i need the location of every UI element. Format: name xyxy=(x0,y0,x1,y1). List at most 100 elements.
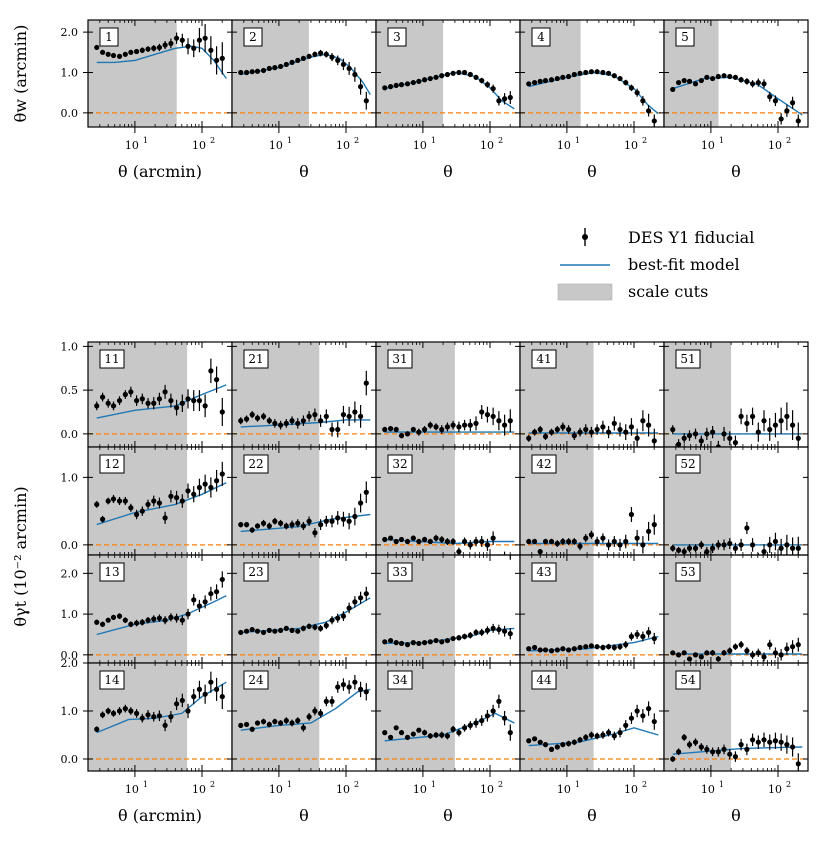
data-point xyxy=(363,98,369,104)
data-point xyxy=(640,542,646,548)
data-point xyxy=(565,426,572,433)
data-point xyxy=(439,732,445,738)
panel-label-box xyxy=(387,27,407,47)
data-point xyxy=(116,398,123,404)
data-point xyxy=(473,74,479,80)
data-point xyxy=(317,625,324,631)
data-point xyxy=(565,647,572,653)
data-point xyxy=(128,621,134,627)
y-tick-label: 1.0 xyxy=(61,340,79,353)
data-point xyxy=(329,617,335,623)
data-point xyxy=(196,37,203,43)
data-point xyxy=(715,542,721,548)
data-point xyxy=(795,545,801,551)
data-point xyxy=(410,731,416,737)
data-point xyxy=(357,500,364,506)
x-tick-label: 10 xyxy=(336,139,350,152)
panel-43: 43 xyxy=(519,554,665,664)
data-point xyxy=(789,422,796,428)
panel-label-box xyxy=(99,27,119,47)
data-point xyxy=(283,625,289,631)
data-point xyxy=(450,70,456,76)
data-point xyxy=(122,51,128,57)
panel-5: 5 10 1 10 2 θ xyxy=(663,19,809,181)
data-point xyxy=(640,418,646,424)
data-point xyxy=(404,734,411,741)
panel-label: 33 xyxy=(392,565,407,579)
data-point xyxy=(173,701,180,707)
data-point xyxy=(704,74,710,80)
data-point xyxy=(99,621,106,627)
data-point xyxy=(778,652,784,658)
data-point xyxy=(398,640,405,647)
data-point xyxy=(473,420,479,426)
panel-52: 52 xyxy=(663,446,809,556)
data-point xyxy=(433,535,439,541)
panel-label-box xyxy=(387,454,413,474)
data-point xyxy=(179,400,185,406)
panel-label-box xyxy=(675,670,701,690)
data-point xyxy=(577,644,583,651)
data-point xyxy=(156,713,163,719)
x-tick-label: 10 xyxy=(125,139,139,152)
data-point xyxy=(704,746,710,753)
data-point xyxy=(727,73,733,80)
data-point xyxy=(133,620,140,626)
data-point xyxy=(542,647,549,653)
data-point xyxy=(139,715,145,721)
data-point xyxy=(416,538,422,545)
data-point xyxy=(272,65,278,71)
data-point xyxy=(617,644,623,650)
data-point xyxy=(496,418,502,424)
panel-label-box xyxy=(675,454,701,474)
panel-label: 53 xyxy=(680,565,695,579)
data-point xyxy=(213,686,220,693)
data-point xyxy=(306,53,312,59)
data-point xyxy=(421,640,428,646)
data-point xyxy=(393,725,399,731)
panel-label-box xyxy=(243,27,263,47)
legend-marker xyxy=(582,234,588,240)
y-tick-label: 0.0 xyxy=(61,649,79,662)
data-point xyxy=(744,78,750,84)
data-point xyxy=(554,75,560,82)
data-point xyxy=(721,746,727,753)
data-point xyxy=(238,629,244,636)
x-tick-label: 10 xyxy=(480,139,494,152)
data-point xyxy=(272,420,278,426)
y-tick-label: 2.0 xyxy=(61,567,79,580)
data-point xyxy=(323,518,329,524)
data-point xyxy=(709,749,716,755)
data-point xyxy=(531,538,538,545)
data-point xyxy=(238,722,244,729)
x-tick-exponent: 2 xyxy=(498,136,503,145)
data-point xyxy=(600,644,606,651)
data-point xyxy=(219,576,225,583)
data-point xyxy=(404,538,411,545)
data-point xyxy=(670,756,676,762)
scale-cut-region xyxy=(520,555,594,663)
data-point xyxy=(156,44,163,51)
x-tick-exponent: 1 xyxy=(719,136,724,145)
data-point xyxy=(577,70,583,76)
data-point xyxy=(479,538,485,545)
data-point xyxy=(398,82,405,88)
data-point xyxy=(727,751,733,757)
data-point xyxy=(554,540,560,547)
data-point xyxy=(461,725,468,731)
data-point xyxy=(467,722,473,729)
panel-label-box xyxy=(675,349,701,369)
data-point xyxy=(202,599,208,605)
data-point xyxy=(185,611,191,617)
data-point xyxy=(168,714,174,720)
data-point xyxy=(704,431,710,437)
data-point xyxy=(202,481,208,487)
data-point xyxy=(168,40,174,47)
panel-label: 51 xyxy=(680,352,695,366)
data-point xyxy=(732,644,739,650)
data-point xyxy=(421,426,428,433)
data-point xyxy=(363,489,369,495)
data-point xyxy=(272,718,278,725)
data-point xyxy=(571,433,577,439)
data-point xyxy=(427,538,433,545)
